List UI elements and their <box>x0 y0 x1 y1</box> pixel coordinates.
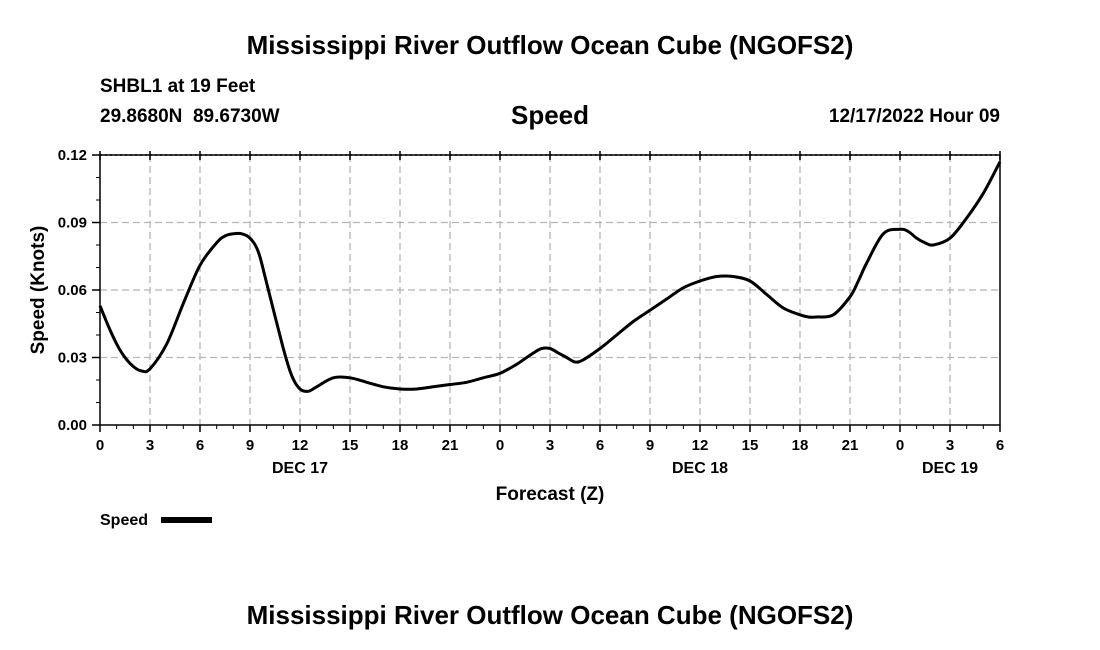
x-tick-label: 9 <box>646 437 654 454</box>
y-axis-title: Speed (Knots) <box>28 226 49 355</box>
y-tick-label: 0.09 <box>58 215 87 232</box>
x-tick-label: 21 <box>442 437 459 454</box>
x-tick-label: 15 <box>742 437 759 454</box>
legend-swatch <box>161 517 212 523</box>
y-tick-label: 0.00 <box>58 417 87 434</box>
day-labels: DEC 17 DEC 18 DEC 19 <box>272 460 978 477</box>
chart-grid <box>100 154 1000 425</box>
x-tick-label: 0 <box>896 437 904 454</box>
chart-main-title: Mississippi River Outflow Ocean Cube (NG… <box>246 30 854 60</box>
x-tick-label: 12 <box>692 437 709 454</box>
y-tick-label: 0.03 <box>58 350 87 367</box>
speed-series-line <box>98 161 1002 393</box>
day-label: DEC 19 <box>922 460 978 477</box>
y-tick-label: 0.06 <box>58 282 87 299</box>
day-label: DEC 17 <box>272 460 328 477</box>
x-tick-label: 3 <box>146 437 154 454</box>
x-tick-labels: 0 3 6 9 12 15 18 21 0 3 6 9 12 15 18 21 0 3 6 <box>96 437 1004 454</box>
x-tick-label: 0 <box>96 437 104 454</box>
x-tick-label: 6 <box>596 437 604 454</box>
x-tick-label: 18 <box>392 437 409 454</box>
x-tick-label: 3 <box>946 437 954 454</box>
footer-title: Mississippi River Outflow Ocean Cube (NG… <box>246 600 854 630</box>
x-tick-label: 21 <box>842 437 859 454</box>
station-label: SHBL1 at 19 Feet <box>100 76 256 97</box>
forecast-datetime: 12/17/2022 Hour 09 <box>828 106 1000 127</box>
x-axis-title: Forecast (Z) <box>496 484 605 505</box>
x-tick-label: 12 <box>292 437 309 454</box>
axis-ticks <box>92 151 1001 432</box>
plot-title: Speed <box>510 100 590 130</box>
x-tick-label: 15 <box>342 437 359 454</box>
x-tick-label: 6 <box>996 437 1004 454</box>
x-tick-label: 0 <box>496 437 504 454</box>
y-tick-labels: 0.00 0.03 0.06 0.09 0.12 <box>58 147 87 434</box>
legend-label: Speed <box>100 512 148 529</box>
x-tick-label: 6 <box>196 437 204 454</box>
day-label: DEC 18 <box>672 460 728 477</box>
x-tick-label: 9 <box>246 437 254 454</box>
x-tick-label: 18 <box>792 437 809 454</box>
station-coordinates: 29.8680N 89.6730W <box>100 106 280 127</box>
x-tick-label: 3 <box>546 437 554 454</box>
y-tick-label: 0.12 <box>58 147 87 164</box>
